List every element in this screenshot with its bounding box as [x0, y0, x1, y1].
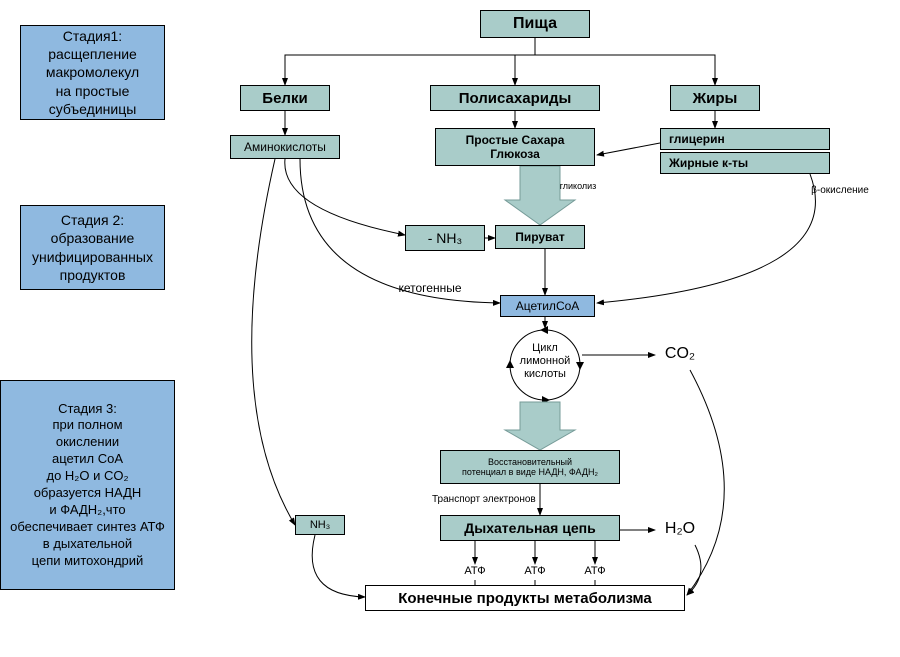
label-h2o: H₂O — [660, 520, 700, 538]
node-redox-potential: Восстановительный потенциал в виде НАДН,… — [440, 450, 620, 484]
label-ketogenic: кетогенные — [380, 281, 480, 295]
node-atp-1: АТФ — [455, 565, 495, 577]
label-co2: CO₂ — [660, 345, 700, 363]
node-pyruvate: Пируват — [495, 225, 585, 249]
node-citric-cycle: Цикл лимонной кислоты — [510, 342, 580, 382]
node-food: Пища — [480, 10, 590, 38]
node-final-products: Конечные продукты метаболизма — [365, 585, 685, 611]
node-simple-sugars: Простые Сахара Глюкоза — [435, 128, 595, 166]
stage-1-box: Стадия1: расщепление макромолекул на про… — [20, 25, 165, 120]
node-nh3-small: NH₃ — [295, 515, 345, 535]
node-amino-acids: Аминокислоты — [230, 135, 340, 159]
node-respiratory-chain: Дыхательная цепь — [440, 515, 620, 541]
diagram-stage: Стадия1: расщепление макромолекул на про… — [0, 0, 900, 657]
node-atp-2: АТФ — [515, 565, 555, 577]
stage-2-box: Стадия 2: образование унифицированных пр… — [20, 205, 165, 290]
label-electron-transport: Транспорт электронов — [432, 494, 582, 505]
label-beta-oxidation: β‑окисление — [800, 185, 880, 196]
stage-3-box: Стадия 3: при полном окислении ацетил Со… — [0, 380, 175, 590]
node-acetyl-coa: АцетилСоА — [500, 295, 595, 317]
label-glycolysis: гликолиз — [548, 181, 608, 191]
node-polysaccharides: Полисахариды — [430, 85, 600, 111]
node-fatty-acids: Жирные к-ты — [660, 152, 830, 174]
node-proteins: Белки — [240, 85, 330, 111]
node-fats: Жиры — [670, 85, 760, 111]
node-glycerol: глицерин — [660, 128, 830, 150]
node-nh3: - NH₃ — [405, 225, 485, 251]
node-atp-3: АТФ — [575, 565, 615, 577]
